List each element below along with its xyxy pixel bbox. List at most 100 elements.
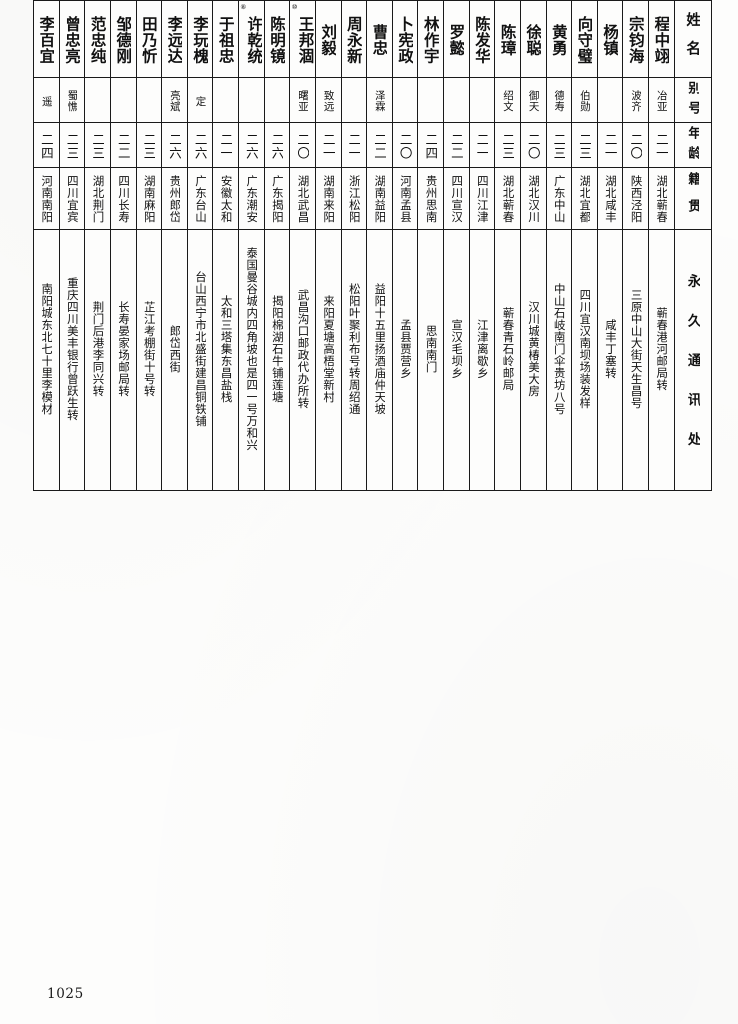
cell-origin: 四川宜宾 (58, 167, 86, 230)
cell-alias (391, 77, 419, 123)
cell-age: 二一 (314, 122, 342, 168)
age-text: 二一 (603, 132, 617, 160)
cell-address: 中山石岐南门伞贵坊八号 (545, 229, 573, 491)
cell-age: 二一 (596, 122, 624, 168)
cell-address: 郎岱西街 (161, 229, 188, 491)
cell-name: 曹忠 (366, 0, 393, 78)
age-text: 二一 (654, 132, 668, 160)
cell-name: 曾忠亮 (58, 0, 86, 78)
name-text: 邹德刚 (115, 16, 132, 64)
name-text: 范忠纯 (89, 16, 106, 64)
cell-name: 林作宇 (417, 0, 444, 78)
origin-text: 湖南益阳 (373, 175, 386, 223)
cell-origin: 贵州思南 (417, 167, 444, 230)
alias-text: 遥 (40, 95, 52, 107)
name-text: 李百宜 (38, 16, 55, 64)
cell-alias (212, 77, 239, 123)
cell-age: 二六 (263, 122, 291, 168)
cell-alias: 御天 (519, 77, 547, 123)
table-2-body: 李百宜 曾忠亮 范忠纯 邹德刚 田乃忻 李远达 李玩槐 于祖忠 许乾统 ⑧ 陈明镜 王邦涸 ⑩ 刘毅 周永新… (33, 0, 712, 491)
cell-address: 芷江考棚街十号转 (135, 229, 163, 491)
cell-address: 南阳城东北七十里李模材 (33, 229, 60, 491)
address-text: 咸丰丁塞转 (604, 319, 617, 379)
age-text: 二一 (219, 132, 233, 160)
origin-text: 河南孟县 (399, 175, 412, 223)
cell-age: 二二 (366, 122, 393, 168)
cell-alias: 冶亚 (648, 77, 675, 123)
cell-alias: 波齐 (622, 77, 649, 123)
cell-name: 陈明镜 (263, 0, 291, 78)
address-text: 益阳十五里扬酒庙仲天坡 (373, 283, 386, 415)
cell-origin: 湖北荆门 (84, 167, 111, 230)
cell-origin: 湖北武昌 (289, 167, 316, 230)
age-text: 二一 (321, 132, 335, 160)
cell-age: 二〇 (519, 122, 547, 168)
age-text: 二六 (167, 132, 181, 160)
cell-alias: 遥 (33, 77, 60, 123)
cell-origin: 湖北蕲春 (648, 167, 675, 230)
address-text: 郎岱西街 (168, 325, 181, 373)
name-text: 于祖忠 (217, 16, 234, 64)
address-text: 宣汉毛坝乡 (450, 319, 463, 379)
address-text: 思南南门 (424, 325, 437, 373)
name-text: 林作宇 (422, 16, 439, 64)
cell-address: 长寿晏家场邮局转 (109, 229, 137, 491)
cell-address: 江津离歇乡 (468, 229, 496, 491)
cell-name: 宗钧海 (622, 0, 649, 78)
origin-text: 湖北咸丰 (604, 175, 617, 223)
cell-origin: 四川长寿 (109, 167, 137, 230)
origin-text: 浙江松阳 (347, 175, 360, 223)
cell-alias: 蜀憔 (58, 77, 86, 123)
cell-address: 太和三塔集东昌盐栈 (212, 229, 239, 491)
cell-name: 李玩槐 (186, 0, 214, 78)
cell-name: 罗懿 (443, 0, 470, 78)
cell-address: 宣汉毛坝乡 (443, 229, 470, 491)
address-text: 荆门后港李同兴转 (91, 301, 104, 397)
cell-alias: 伯勋 (571, 77, 598, 123)
address-text: 台山西宁市北盛街建昌铜铁铺 (194, 271, 207, 427)
cell-age: 二四 (33, 122, 60, 168)
table-row-alias: 遥 蜀憔 亮斌 定 曙亚 致远 泽霖 绍文 御天 德寿 伯勋 波齐 冶亚 别号 (33, 77, 712, 123)
age-text: 二六 (244, 132, 258, 160)
row-header-alias: 别号 (673, 77, 712, 123)
origin-text: 广东台山 (194, 175, 207, 223)
name-text: 程中翊 (653, 16, 670, 64)
cell-alias (417, 77, 444, 123)
name-text: 杨镇 (602, 24, 619, 56)
cell-origin: 河南南阳 (33, 167, 60, 230)
name-text: 李玩槐 (192, 16, 209, 64)
directory-table-2-container: 李百宜 曾忠亮 范忠纯 邹德刚 田乃忻 李远达 李玩槐 于祖忠 许乾统 ⑧ 陈明镜 王邦涸 ⑩ 刘毅 周永新… (33, 0, 712, 491)
cell-age: 二一 (648, 122, 675, 168)
name-text: 许乾统 ⑧ (240, 3, 263, 64)
origin-text: 四川宜宾 (65, 175, 78, 223)
cell-alias (135, 77, 163, 123)
address-text: 南阳城东北七十里李模材 (40, 283, 53, 415)
alias-text: 泽霖 (373, 90, 385, 112)
cell-alias (109, 77, 137, 123)
address-text: 来阳夏塘高梧堂新村 (322, 295, 335, 403)
cell-alias: 亮斌 (161, 77, 188, 123)
address-text: 中山石岐南门伞贵坊八号 (552, 283, 565, 415)
cell-age: 二〇 (391, 122, 419, 168)
address-text: 武昌沟口邮政代办所转 (296, 289, 309, 409)
cell-alias (468, 77, 496, 123)
cell-address: 重庆四川美丰银行曾跃生转 (58, 229, 86, 491)
age-text: 二四 (39, 132, 53, 160)
origin-text: 湖北蕲春 (501, 175, 514, 223)
origin-text: 湖北荆门 (91, 175, 104, 223)
name-text: 陈璋 (499, 24, 516, 56)
cell-origin: 安徽太和 (212, 167, 239, 230)
alias-text: 蜀憔 (66, 90, 78, 112)
age-text: 二二 (372, 132, 386, 160)
origin-text: 湖南麻阳 (142, 175, 155, 223)
address-text: 长寿晏家场邮局转 (117, 301, 130, 397)
cell-origin: 四川宣汉 (443, 167, 470, 230)
cell-alias: 绍文 (494, 77, 521, 123)
cell-age: 二一 (340, 122, 368, 168)
cell-alias: 泽霖 (366, 77, 393, 123)
cell-address: 思南南门 (417, 229, 444, 491)
age-text: 二一 (475, 132, 489, 160)
origin-text: 陕西泾阳 (629, 175, 642, 223)
name-text: 曾忠亮 (63, 16, 80, 64)
